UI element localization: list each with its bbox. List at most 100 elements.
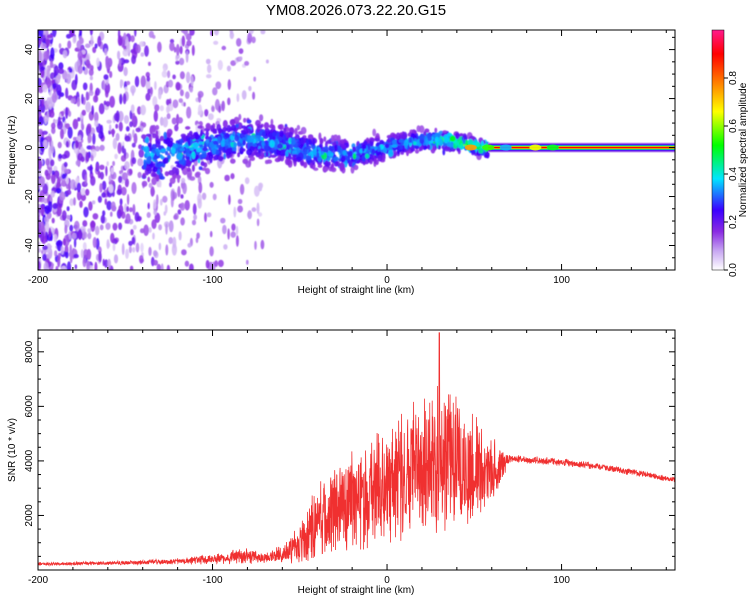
- signal-cell: [202, 147, 209, 152]
- noise-cell: [154, 81, 157, 90]
- noise-cell: [70, 179, 74, 188]
- signal-cell: [151, 177, 157, 186]
- signal-cell: [305, 139, 310, 148]
- noise-cell: [51, 126, 56, 135]
- signal-cell: [442, 148, 446, 156]
- noise-cell: [118, 58, 122, 67]
- signal-cell: [444, 145, 451, 152]
- signal-cell: [141, 134, 147, 140]
- noise-cell: [153, 259, 158, 266]
- noise-cell: [92, 213, 99, 220]
- noise-cell: [109, 124, 112, 132]
- noise-cell: [175, 60, 180, 65]
- noise-cell: [205, 259, 210, 269]
- noise-cell: [121, 186, 127, 196]
- noise-cell: [115, 110, 120, 123]
- colorbar-label: Normalized spectral amplitude: [738, 82, 749, 217]
- noise-cell: [38, 40, 42, 45]
- noise-cell: [95, 225, 100, 236]
- noise-cell: [96, 163, 99, 171]
- signal-cell: [370, 137, 375, 142]
- snr-series-line: [38, 332, 675, 567]
- noise-cell: [84, 174, 88, 185]
- noise-cell: [191, 44, 195, 56]
- noise-cell: [130, 229, 134, 236]
- noise-cell: [187, 242, 192, 248]
- signal-cell: [294, 127, 298, 136]
- signal-cell: [141, 180, 148, 187]
- noise-cell: [38, 159, 43, 170]
- signal-cell: [332, 134, 339, 142]
- snr-y-label: SNR (10 * v/v): [7, 418, 18, 482]
- noise-cell: [265, 59, 269, 64]
- noise-cell: [109, 95, 115, 108]
- noise-cell: [140, 52, 145, 57]
- noise-cell: [43, 50, 50, 61]
- signal-cell: [172, 144, 178, 149]
- signal-cell: [220, 139, 225, 147]
- snr-x-tick-label: 0: [384, 575, 390, 586]
- signal-cell: [208, 142, 215, 148]
- noise-cell: [137, 106, 142, 115]
- signal-cell: [205, 130, 209, 137]
- noise-cell: [226, 65, 231, 72]
- noise-cell: [101, 180, 107, 191]
- noise-cell: [69, 30, 75, 38]
- signal-cell: [269, 139, 275, 148]
- noise-cell: [99, 164, 105, 170]
- noise-cell: [78, 228, 82, 241]
- spectrogram-y-tick-label: -40: [24, 238, 35, 253]
- carrier-blob: [464, 144, 477, 151]
- signal-cell: [175, 167, 180, 176]
- noise-cell: [44, 216, 50, 224]
- noise-cell: [55, 187, 62, 194]
- noise-cell: [68, 110, 72, 117]
- colorbar-tick-label: 0.4: [728, 167, 739, 181]
- noise-cell: [129, 168, 133, 175]
- signal-cell: [292, 150, 298, 155]
- signal-cell: [282, 134, 286, 142]
- noise-cell: [178, 98, 183, 103]
- noise-cell: [45, 173, 51, 180]
- snr-x-tick-label: -200: [28, 575, 48, 586]
- noise-cell: [70, 98, 76, 104]
- noise-cell: [74, 264, 78, 270]
- noise-cell: [90, 175, 96, 186]
- noise-cell: [211, 105, 215, 113]
- signal-cell: [188, 130, 193, 136]
- noise-cell: [73, 253, 79, 259]
- signal-cell: [324, 160, 329, 167]
- signal-cell: [391, 139, 397, 145]
- noise-cell: [137, 158, 144, 167]
- noise-cell: [223, 244, 228, 250]
- noise-cell: [73, 197, 76, 206]
- noise-cell: [101, 79, 106, 91]
- noise-cell: [80, 187, 86, 196]
- noise-cell: [235, 225, 239, 236]
- signal-cell: [395, 132, 401, 140]
- signal-cell: [355, 145, 360, 153]
- noise-cell: [106, 161, 109, 167]
- signal-cell: [171, 117, 177, 125]
- noise-cell: [79, 30, 82, 37]
- noise-cell: [90, 154, 94, 162]
- noise-cell: [214, 99, 220, 111]
- noise-cell: [92, 46, 97, 54]
- noise-cell: [131, 142, 136, 148]
- noise-cell: [104, 259, 109, 268]
- noise-cell: [128, 240, 133, 246]
- noise-cell: [50, 159, 55, 167]
- signal-cell: [189, 147, 195, 151]
- signal-cell: [340, 155, 346, 163]
- noise-cell: [63, 161, 68, 168]
- noise-cell: [51, 122, 56, 129]
- signal-cell: [159, 176, 165, 180]
- noise-cell: [99, 171, 104, 180]
- signal-cell: [155, 130, 159, 137]
- signal-cell: [456, 147, 461, 152]
- noise-cell: [173, 214, 178, 220]
- noise-cell: [103, 74, 109, 80]
- noise-cell: [123, 115, 130, 124]
- noise-cell: [174, 124, 179, 132]
